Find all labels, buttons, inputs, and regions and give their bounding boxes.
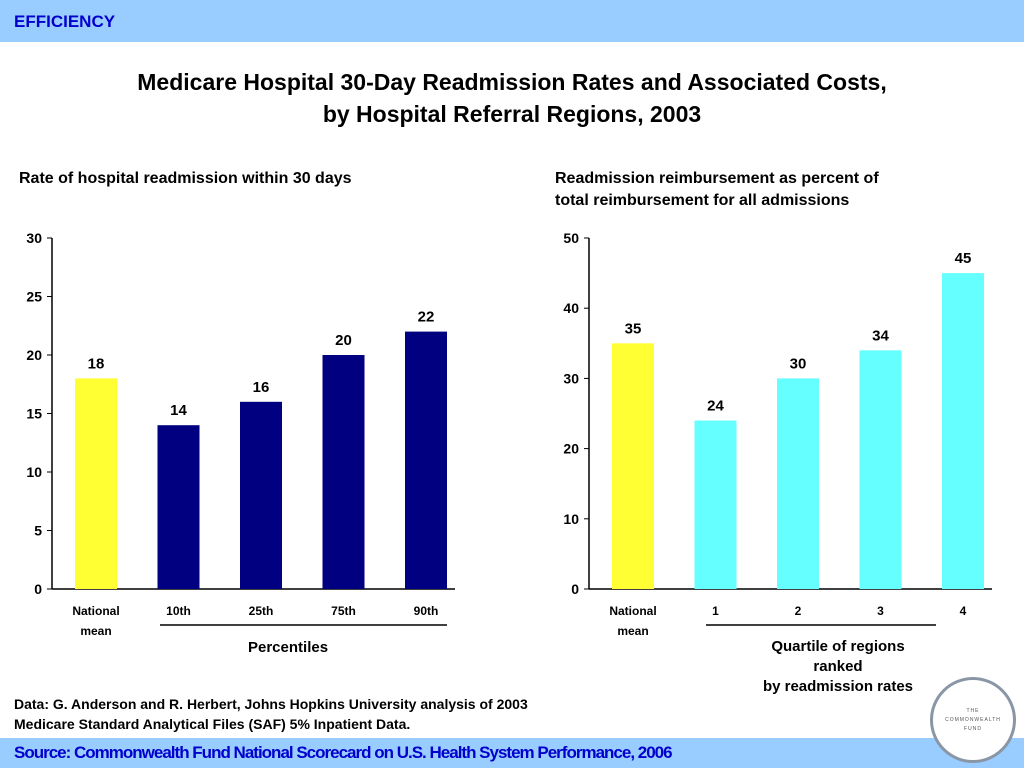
logo-text: FUND bbox=[964, 725, 982, 732]
page-title: Medicare Hospital 30-Day Readmission Rat… bbox=[0, 66, 1024, 130]
note-line: Medicare Standard Analytical Files (SAF)… bbox=[14, 716, 411, 732]
category-label: 2 bbox=[795, 604, 802, 618]
y-tick-label: 10 bbox=[563, 511, 579, 527]
title-line: Medicare Hospital 30-Day Readmission Rat… bbox=[137, 69, 887, 95]
commonwealth-fund-logo: THE COMMONWEALTH FUND bbox=[930, 677, 1016, 763]
title-line: total reimbursement for all admissions bbox=[555, 192, 850, 209]
category-label: 90th bbox=[414, 604, 439, 618]
y-tick-label: 0 bbox=[34, 581, 42, 597]
bar bbox=[942, 273, 984, 589]
data-label: 35 bbox=[625, 320, 642, 337]
bar bbox=[405, 331, 447, 589]
left-x-label: Percentiles bbox=[248, 639, 329, 656]
data-label: 45 bbox=[955, 250, 972, 267]
x-label-line: ranked bbox=[813, 658, 863, 675]
y-tick-label: 40 bbox=[563, 300, 579, 316]
category-label: 25th bbox=[249, 604, 274, 618]
data-label: 14 bbox=[170, 402, 187, 419]
logo-text: COMMONWEALTH bbox=[945, 716, 1001, 723]
bar bbox=[322, 355, 365, 589]
left-chart-title: Rate of hospital readmission within 30 d… bbox=[19, 170, 352, 187]
y-tick-label: 30 bbox=[563, 370, 579, 386]
title-line: by Hospital Referral Regions, 2003 bbox=[322, 101, 702, 127]
bar bbox=[240, 401, 282, 589]
category-label: 3 bbox=[877, 604, 884, 618]
bar bbox=[612, 343, 654, 589]
bar bbox=[859, 350, 902, 589]
category-label: National bbox=[72, 604, 119, 618]
data-label: 24 bbox=[707, 398, 724, 415]
y-tick-label: 25 bbox=[26, 289, 42, 305]
y-tick-label: 10 bbox=[26, 464, 42, 480]
y-tick-label: 5 bbox=[34, 523, 42, 539]
data-note: Data: G. Anderson and R. Herbert, Johns … bbox=[14, 694, 528, 734]
right-x-label: Quartile of regions ranked by readmissio… bbox=[730, 637, 946, 697]
category-label: mean bbox=[617, 624, 648, 638]
bar bbox=[75, 378, 117, 589]
bar bbox=[694, 420, 737, 589]
y-tick-label: 20 bbox=[563, 441, 579, 457]
y-tick-label: 0 bbox=[571, 581, 579, 597]
footer-bar: Source: Commonwealth Fund National Score… bbox=[0, 738, 1024, 768]
data-label: 18 bbox=[88, 355, 105, 372]
data-label: 16 bbox=[253, 379, 270, 396]
title-line: Readmission reimbursement as percent of bbox=[555, 170, 879, 187]
y-tick-label: 50 bbox=[563, 230, 579, 246]
category-label: 4 bbox=[960, 604, 967, 618]
note-line: Data: G. Anderson and R. Herbert, Johns … bbox=[14, 696, 528, 712]
logo-text: THE bbox=[966, 707, 980, 714]
section-label: EFFICIENCY bbox=[14, 12, 116, 31]
bar bbox=[777, 378, 819, 589]
x-label-line: by readmission rates bbox=[762, 678, 914, 695]
category-label: 10th bbox=[166, 604, 191, 618]
category-label: National bbox=[609, 604, 656, 618]
data-label: 30 bbox=[790, 355, 807, 372]
header-bar: EFFICIENCY bbox=[0, 0, 1024, 42]
y-tick-label: 20 bbox=[26, 347, 42, 363]
data-label: 34 bbox=[872, 327, 889, 344]
bar bbox=[157, 425, 200, 589]
data-label: 22 bbox=[418, 309, 435, 326]
source-text: Source: Commonwealth Fund National Score… bbox=[14, 743, 673, 762]
y-tick-label: 30 bbox=[26, 230, 42, 246]
x-label-line: Quartile of regions bbox=[771, 638, 905, 655]
category-label: mean bbox=[80, 624, 111, 638]
data-label: 20 bbox=[335, 332, 352, 349]
right-chart-title: Readmission reimbursement as percent of t… bbox=[555, 168, 879, 212]
y-tick-label: 15 bbox=[26, 406, 42, 422]
category-label: 1 bbox=[712, 604, 719, 618]
category-label: 75th bbox=[331, 604, 356, 618]
